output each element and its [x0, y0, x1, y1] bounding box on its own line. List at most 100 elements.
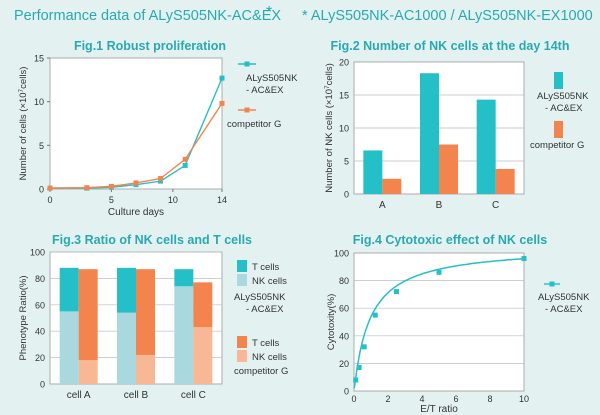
fig2-bar-C-0	[476, 99, 496, 194]
page-header: Performance data of ALyS505NK-AC&EX * * …	[0, 0, 600, 32]
fig2-legend-swatch-0	[554, 72, 563, 89]
fig2-legend-label2-0: - AC&EX	[545, 103, 583, 114]
fig3-legend-tcells-a: T cells	[252, 262, 280, 273]
fig4-xtick-label: 2	[385, 394, 390, 404]
fig2-legend-swatch-1	[554, 121, 563, 138]
fig3-legend-group-a: ALyS505NK	[234, 292, 286, 303]
fig4-xtick-label: 10	[519, 394, 529, 404]
fig2-bar-A-0	[363, 150, 383, 194]
fig4-ytick-label: 80	[339, 276, 349, 286]
fig3-bar-1-1-0	[136, 354, 155, 384]
fig1-xtick-label: 5	[109, 195, 114, 205]
header-star: *	[266, 4, 273, 21]
fig4-ylabel: Cytotoxity(%)	[326, 294, 337, 350]
fig1-series-1-point	[84, 185, 90, 191]
fig3-bar-2-0-1	[174, 269, 194, 287]
fig2-title: Fig.2 Number of NK cells at the day 14th	[331, 39, 570, 53]
fig4-legend-label2: - AC&EX	[545, 304, 583, 315]
header-products: * ALyS505NK-AC1000 / ALyS505NK-EX1000	[302, 8, 593, 24]
fig4-ytick-label: 60	[339, 304, 349, 314]
fig1-legend-label-1: competitor G	[227, 119, 281, 130]
fig3-bar-0-1-1	[78, 269, 98, 361]
fig3-bar-1-0-0	[117, 312, 136, 384]
fig1-series-1-point	[182, 156, 188, 162]
fig4-point	[353, 377, 359, 383]
fig3-legend-group-a2: - AC&EX	[246, 304, 284, 315]
fig3-legend-nkcells-b: NK cells	[252, 352, 287, 363]
fig1-series-1-point	[47, 185, 53, 191]
fig3-ylabel: Phenotype Ratio(%)	[18, 275, 29, 360]
fig4-point	[394, 289, 399, 295]
fig4-xtick-label: 8	[487, 394, 492, 404]
fig2-bar-A-1	[382, 178, 402, 194]
fig1-xtick-label: 0	[47, 195, 52, 205]
fig4-xtick-label: 6	[453, 394, 458, 404]
fig1-ytick-label: 10	[34, 97, 44, 107]
fig1-xtick-label: 14	[217, 195, 227, 205]
fig1-ytick-label: 5	[39, 141, 44, 151]
fig3-ytick-label: 100	[30, 248, 45, 258]
fig3-legend-swatch-t-a	[237, 260, 247, 272]
fig2-bar-B-0	[420, 73, 439, 194]
fig1-xlabel: Culture days	[108, 207, 164, 218]
fig2-bar-B-1	[439, 144, 458, 194]
fig4-plot-area	[353, 252, 525, 392]
fig4-point	[356, 365, 362, 371]
fig3-ytick-label: 40	[35, 327, 45, 337]
fig3-legend-group-b: competitor G	[234, 366, 288, 377]
fig4-xlabel: E/T ratio	[420, 404, 458, 415]
fig1-series-1-point	[219, 100, 225, 106]
fig3-bar-2-1-1	[193, 282, 213, 328]
fig4-point	[436, 269, 442, 275]
fig4-title: Fig.4 Cytotoxic effect of NK cells	[353, 233, 548, 247]
fig3-xtick-label: cell C	[181, 390, 206, 401]
fig3-ytick-label: 0	[40, 380, 45, 390]
fig4-ytick-label: 100	[334, 249, 349, 259]
fig1-legend-label2-0: - AC&EX	[246, 85, 284, 96]
fig1-ylabel: Number of cells (×107cells)	[18, 67, 30, 181]
fig4-xtick-label: 0	[351, 394, 356, 404]
fig3-ytick-label: 60	[35, 300, 45, 310]
fig3-bar-1-1-1	[136, 269, 155, 355]
fig3-legend-swatch-nk-b	[237, 350, 247, 362]
fig3-legend-nkcells-a: NK cells	[252, 276, 287, 287]
fig4-legend-label: ALyS505NK	[538, 292, 590, 303]
fig2-legend-label-1: competitor G	[530, 140, 584, 151]
fig3-legend-swatch-nk-a	[237, 274, 247, 286]
fig4-point	[372, 312, 378, 318]
fig2-ytick-label: 20	[339, 58, 349, 68]
fig1-series-1-point	[133, 180, 139, 186]
fig2-ytick-label: 0	[344, 190, 349, 200]
fig1-legend-label-0: ALyS505NK	[246, 73, 298, 84]
fig3-bar-0-1-0	[78, 360, 98, 384]
fig4-legend-marker	[549, 281, 555, 287]
fig1-title: Fig.1 Robust proliferation	[74, 39, 226, 53]
fig4-ytick-label: 40	[339, 331, 349, 341]
header-title: Performance data of ALyS505NK-AC&EX	[14, 8, 282, 24]
fig1-legend-marker-0	[244, 61, 250, 67]
fig1-legend-marker-1	[244, 107, 250, 113]
fig4-point	[521, 256, 527, 262]
fig3-xtick-label: cell A	[67, 390, 91, 401]
fig2-ylabel: Number of NK cells (×107cells)	[324, 63, 336, 193]
fig4-fit-curve	[353, 257, 525, 389]
fig2-legend-label-0: ALyS505NK	[537, 91, 589, 102]
fig2-xtick-label: C	[492, 200, 499, 211]
fig2-bar-C-1	[495, 168, 515, 194]
fig3-ytick-label: 20	[35, 353, 45, 363]
fig1-series-0-point	[182, 162, 188, 168]
fig2-ytick-label: 10	[339, 124, 349, 134]
fig3-title: Fig.3 Ratio of NK cells and T cells	[52, 233, 252, 247]
fig3-bar-1-0-1	[117, 267, 136, 313]
fig4-ytick-label: 20	[339, 359, 349, 369]
fig1-series-0-point	[219, 75, 225, 81]
fig2-xtick-label: A	[379, 200, 386, 211]
fig1-series-1-point	[108, 183, 114, 189]
fig2-ytick-label: 5	[344, 157, 349, 167]
fig3-ytick-label: 80	[35, 274, 45, 284]
fig2-ytick-label: 15	[339, 91, 349, 101]
fig1-xtick-label: 10	[168, 195, 178, 205]
fig3-legend-swatch-t-b	[237, 336, 247, 348]
